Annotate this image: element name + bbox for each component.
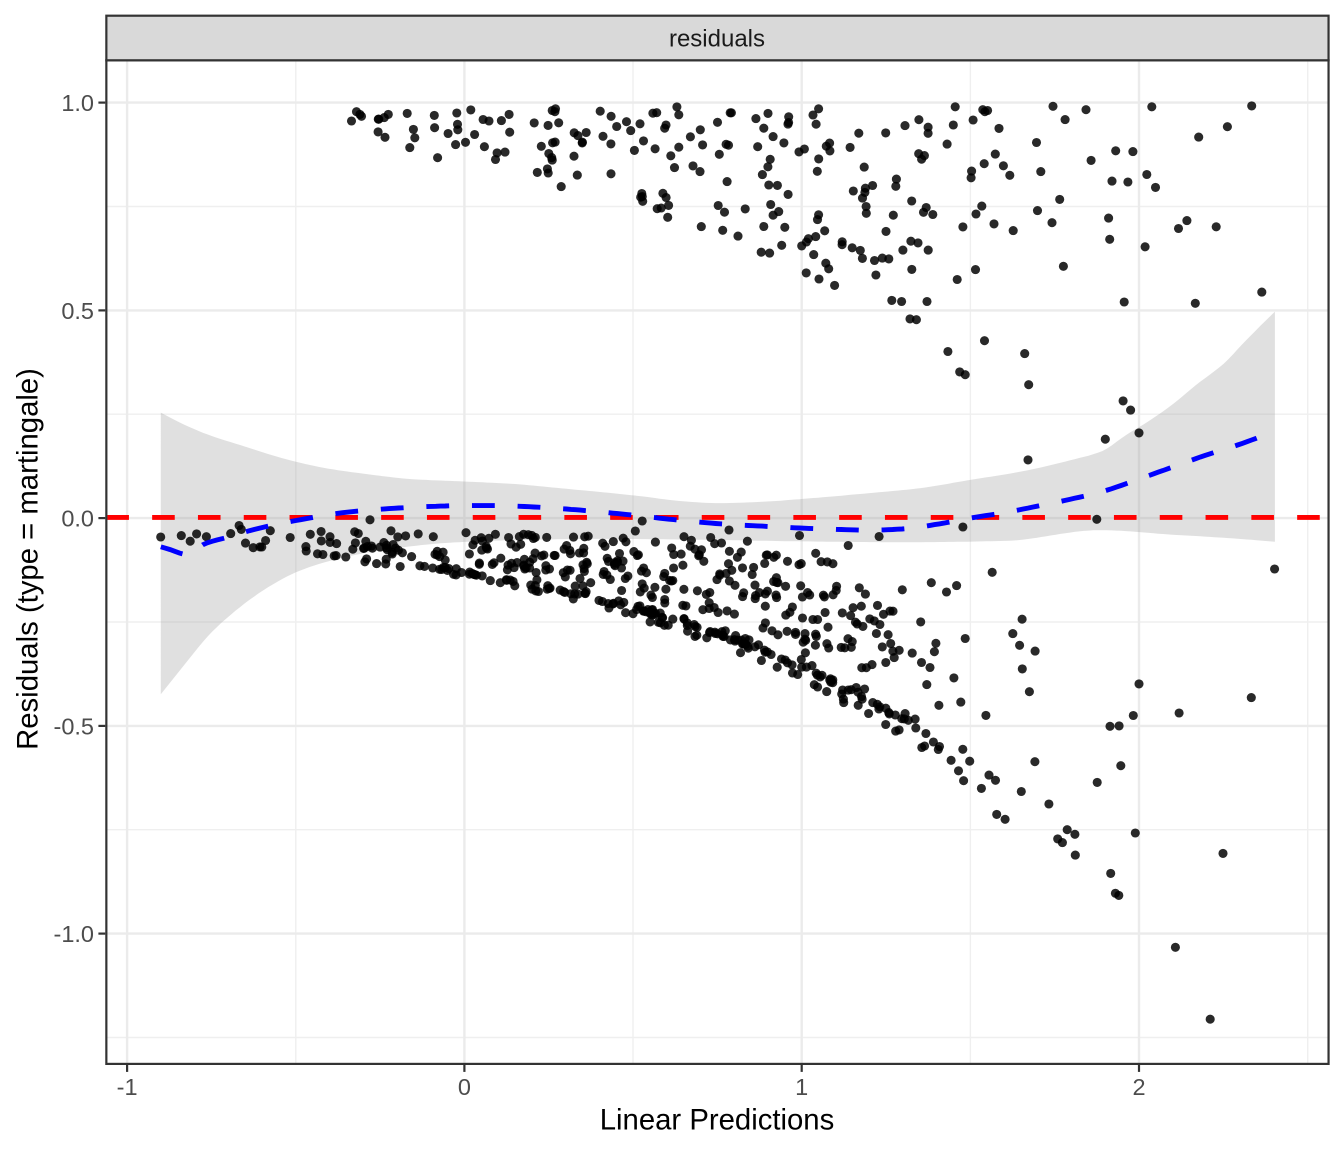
- svg-text:-0.5: -0.5: [54, 713, 95, 739]
- svg-text:1.0: 1.0: [61, 90, 94, 116]
- svg-text:-1: -1: [117, 1074, 138, 1100]
- svg-text:-1.0: -1.0: [54, 921, 95, 947]
- svg-text:Linear Predictions: Linear Predictions: [600, 1103, 835, 1136]
- svg-text:0.5: 0.5: [61, 298, 94, 324]
- svg-text:1: 1: [795, 1074, 808, 1100]
- svg-text:0.0: 0.0: [61, 506, 94, 532]
- svg-text:2: 2: [1132, 1074, 1145, 1100]
- svg-text:Residuals (type = martingale): Residuals (type = martingale): [11, 368, 44, 750]
- svg-text:residuals: residuals: [669, 26, 765, 53]
- svg-text:0: 0: [458, 1074, 471, 1100]
